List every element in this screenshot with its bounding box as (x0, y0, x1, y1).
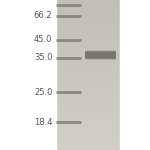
Bar (120, 0, 150, 150)
Text: 25.0: 25.0 (34, 88, 52, 97)
Text: 18.4: 18.4 (34, 118, 52, 127)
Text: 66.2: 66.2 (34, 11, 52, 20)
Text: 45.0: 45.0 (34, 35, 52, 44)
Bar (0, 0, 56, 150)
Text: 35.0: 35.0 (34, 53, 52, 62)
